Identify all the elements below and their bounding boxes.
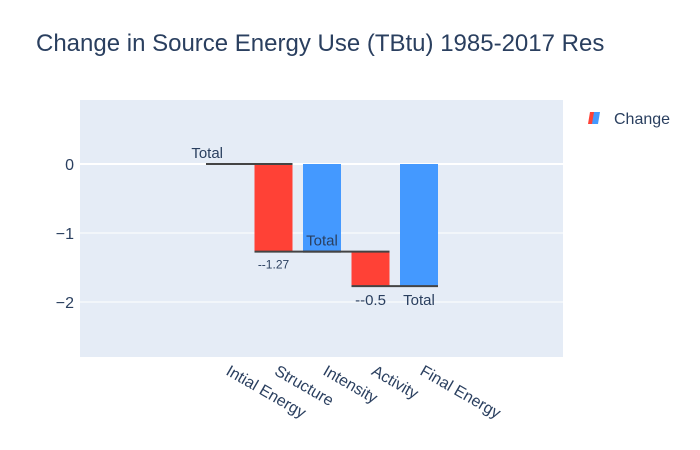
legend-swatch	[588, 112, 600, 124]
x-tick-label: Final Energy	[417, 363, 503, 423]
y-tick-label: −2	[56, 295, 74, 312]
data-label: --1.27	[258, 258, 290, 272]
x-axis-ticks: Intial EnergyStructureIntensityActivityF…	[223, 363, 503, 423]
data-label: Total	[191, 145, 223, 162]
bar	[400, 164, 438, 287]
y-axis-ticks: 0 −1 −2	[56, 157, 74, 312]
data-label: Total	[306, 233, 338, 250]
connectors	[206, 163, 438, 288]
data-label: Total	[403, 292, 435, 309]
y-tick-label: −1	[56, 226, 74, 243]
legend-label: Change	[614, 111, 670, 128]
bars	[206, 164, 438, 287]
bar	[254, 164, 293, 252]
legend[interactable]: Change	[588, 111, 670, 128]
chart-title: Change in Source Energy Use (TBtu) 1985-…	[36, 30, 604, 57]
bar	[351, 251, 390, 287]
data-labels: Total --1.27 Total --0.5 Total	[191, 145, 435, 309]
y-tick-label: 0	[65, 157, 74, 174]
bar	[303, 164, 341, 252]
data-label: --0.5	[355, 292, 386, 309]
